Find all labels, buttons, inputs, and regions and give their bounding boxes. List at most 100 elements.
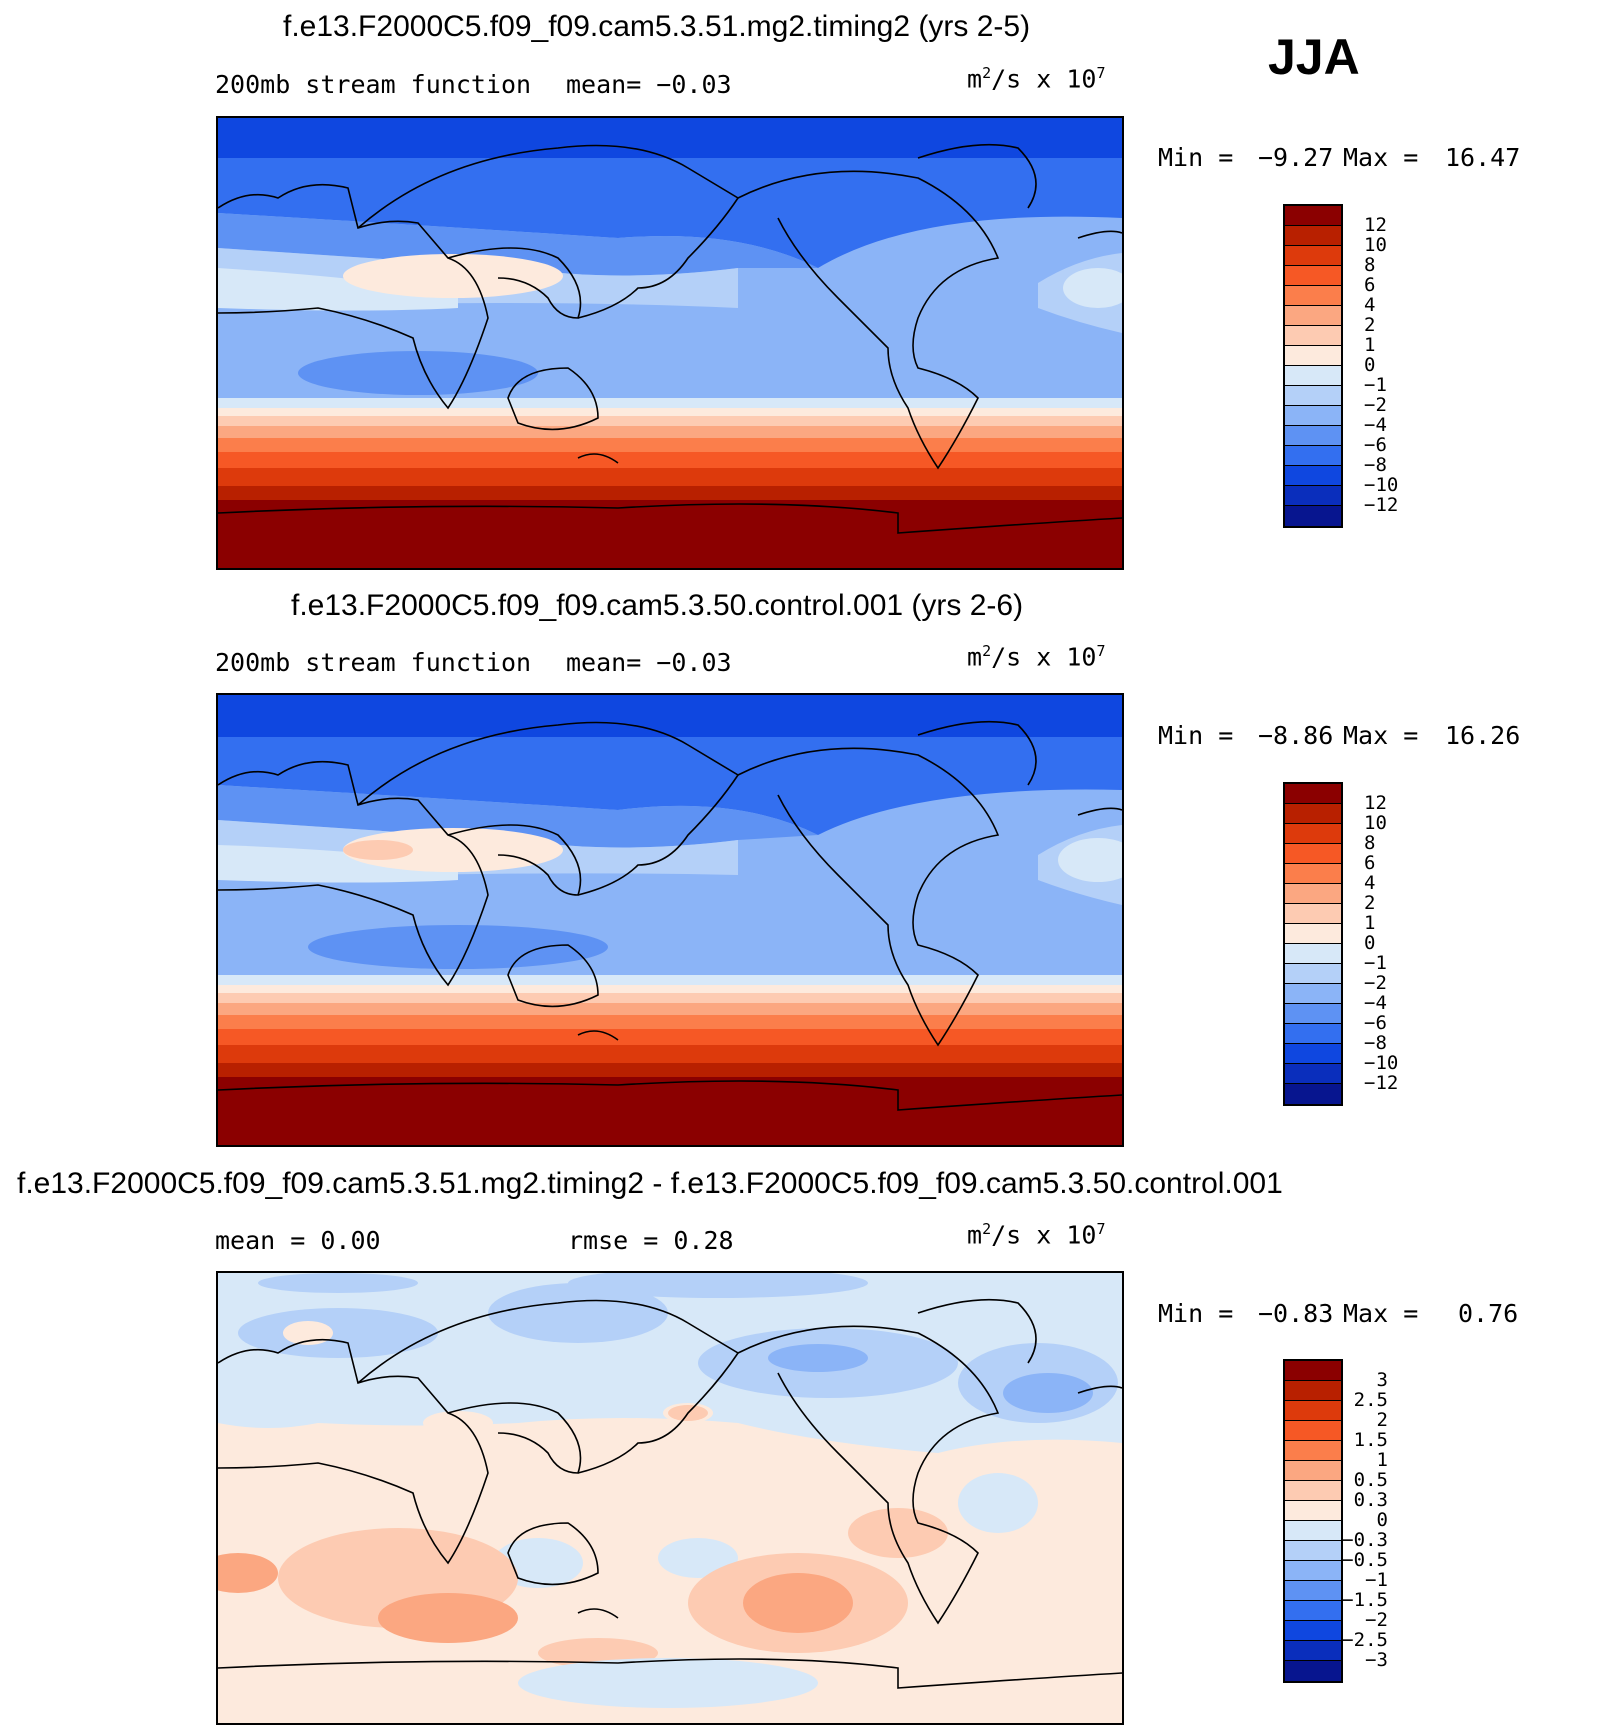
colorbar-swatch bbox=[1285, 386, 1341, 406]
colorbar-tick-label: 0 bbox=[1376, 1509, 1388, 1531]
panel1-max-label: Max = bbox=[1343, 143, 1419, 172]
colorbar-swatch bbox=[1285, 426, 1341, 446]
colorbar-tick-label: 2 bbox=[1364, 892, 1376, 914]
colorbar-swatch bbox=[1285, 446, 1341, 466]
panel3-contour-field bbox=[218, 1273, 1122, 1723]
colorbar-swatch bbox=[1285, 1361, 1341, 1381]
colorbar-swatch bbox=[1285, 466, 1341, 486]
panel3-colorbar-labels: 3 2.5 2 1.5 1 0.5 0.3 0 −0.3 −0.5 −1 −1.5 −2 −2.5 −3 bbox=[1340, 1370, 1388, 1670]
colorbar-tick-label: 1 bbox=[1364, 334, 1376, 356]
colorbar-tick-label: −2.5 bbox=[1342, 1629, 1388, 1651]
colorbar-tick-label: −2 bbox=[1365, 1609, 1388, 1631]
colorbar-tick-label: −8 bbox=[1364, 454, 1387, 476]
colorbar-tick-label: −2 bbox=[1364, 394, 1387, 416]
colorbar-swatch bbox=[1285, 824, 1341, 844]
colorbar-tick-label: −12 bbox=[1364, 1072, 1399, 1094]
colorbar-tick-label: 6 bbox=[1364, 852, 1376, 874]
colorbar-swatch bbox=[1285, 1581, 1341, 1601]
colorbar-swatch bbox=[1285, 1024, 1341, 1044]
colorbar-tick-label: 2 bbox=[1364, 314, 1376, 336]
panel1-title: f.e13.F2000C5.f09_f09.cam5.3.51.mg2.timi… bbox=[283, 10, 1031, 43]
colorbar-tick-label: 10 bbox=[1364, 812, 1387, 834]
colorbar-tick-label: 8 bbox=[1364, 832, 1376, 854]
colorbar-tick-label: 3 bbox=[1376, 1369, 1388, 1391]
panel1-coastlines bbox=[218, 143, 1122, 534]
colorbar-tick-label: 2 bbox=[1376, 1409, 1388, 1431]
season-label: JJA bbox=[1268, 29, 1360, 85]
colorbar-swatch bbox=[1285, 1541, 1341, 1561]
panel2-min-value: −8.86 bbox=[1258, 721, 1334, 750]
panel2-title: f.e13.F2000C5.f09_f09.cam5.3.50.control.… bbox=[291, 589, 1024, 622]
colorbar-swatch bbox=[1285, 884, 1341, 904]
colorbar-tick-label: 8 bbox=[1364, 254, 1376, 276]
colorbar-swatch bbox=[1285, 1641, 1341, 1661]
panel1-colorbar-labels: 12 10 8 6 4 2 1 0 −1 −2 −4 −6 −8 −10 −12 bbox=[1364, 215, 1398, 515]
colorbar-tick-label: 0.3 bbox=[1353, 1489, 1388, 1511]
colorbar-swatch bbox=[1285, 506, 1341, 526]
panel1-min-value: −9.27 bbox=[1258, 143, 1334, 172]
panel2-colorbar-labels: 12 10 8 6 4 2 1 0 −1 −2 −4 −6 −8 −10 −12 bbox=[1364, 793, 1398, 1093]
colorbar-tick-label: −1.5 bbox=[1342, 1589, 1388, 1611]
colorbar-swatch bbox=[1285, 306, 1341, 326]
colorbar-swatch bbox=[1285, 346, 1341, 366]
panel1-min-label: Min = bbox=[1158, 143, 1234, 172]
panel2-contour-field bbox=[218, 695, 1122, 1145]
colorbar-swatch bbox=[1285, 266, 1341, 286]
panel2-variable: 200mb stream function bbox=[215, 648, 532, 677]
panel2-max-label: Max = bbox=[1343, 721, 1419, 750]
colorbar-tick-label: −0.5 bbox=[1342, 1549, 1388, 1571]
panel3-min-value: −0.83 bbox=[1258, 1299, 1334, 1328]
panel3-colorbar bbox=[1283, 1359, 1343, 1683]
colorbar-swatch bbox=[1285, 1621, 1341, 1641]
panel2-mean: mean= −0.03 bbox=[566, 648, 732, 677]
colorbar-swatch bbox=[1285, 1501, 1341, 1521]
colorbar-swatch bbox=[1285, 246, 1341, 266]
colorbar-swatch bbox=[1285, 1044, 1341, 1064]
panel1-colorbar bbox=[1283, 204, 1343, 528]
colorbar-tick-label: −10 bbox=[1364, 474, 1399, 496]
panel3-coastlines bbox=[218, 1298, 1122, 1689]
colorbar-swatch bbox=[1285, 286, 1341, 306]
panel3-max-label: Max = bbox=[1343, 1299, 1419, 1328]
panel3-mean: mean = 0.00 bbox=[215, 1226, 381, 1255]
colorbar-tick-label: −0.3 bbox=[1342, 1529, 1388, 1551]
colorbar-tick-label: −8 bbox=[1364, 1032, 1387, 1054]
colorbar-tick-label: −1 bbox=[1364, 952, 1387, 974]
colorbar-swatch bbox=[1285, 326, 1341, 346]
colorbar-tick-label: −3 bbox=[1365, 1649, 1388, 1671]
panel3-rmse: rmse = 0.28 bbox=[568, 1226, 734, 1255]
panel1-map bbox=[216, 116, 1124, 570]
colorbar-tick-label: 12 bbox=[1364, 214, 1387, 236]
colorbar-swatch bbox=[1285, 406, 1341, 426]
colorbar-swatch bbox=[1285, 904, 1341, 924]
colorbar-tick-label: −4 bbox=[1364, 414, 1387, 436]
colorbar-tick-label: −10 bbox=[1364, 1052, 1399, 1074]
colorbar-tick-label: 1 bbox=[1364, 912, 1376, 934]
colorbar-swatch bbox=[1285, 206, 1341, 226]
colorbar-swatch bbox=[1285, 1401, 1341, 1421]
panel3-max-value: 0.76 bbox=[1458, 1299, 1519, 1328]
panel3-units: m2/s x 107 bbox=[967, 1220, 1106, 1250]
panel2-min-label: Min = bbox=[1158, 721, 1234, 750]
colorbar-swatch bbox=[1285, 1661, 1341, 1681]
colorbar-tick-label: 12 bbox=[1364, 792, 1387, 814]
colorbar-tick-label: −2 bbox=[1364, 972, 1387, 994]
colorbar-tick-label: 4 bbox=[1364, 294, 1376, 316]
panel1-variable: 200mb stream function bbox=[215, 70, 532, 99]
panel3-map bbox=[216, 1271, 1124, 1725]
colorbar-swatch bbox=[1285, 1421, 1341, 1441]
colorbar-tick-label: −1 bbox=[1364, 374, 1387, 396]
colorbar-tick-label: 0.5 bbox=[1353, 1469, 1388, 1491]
colorbar-swatch bbox=[1285, 1084, 1341, 1104]
colorbar-swatch bbox=[1285, 1601, 1341, 1621]
colorbar-tick-label: 1.5 bbox=[1353, 1429, 1388, 1451]
colorbar-tick-label: −4 bbox=[1364, 992, 1387, 1014]
colorbar-swatch bbox=[1285, 864, 1341, 884]
panel2-coastlines bbox=[218, 720, 1122, 1111]
colorbar-swatch bbox=[1285, 226, 1341, 246]
colorbar-swatch bbox=[1285, 804, 1341, 824]
panel3-min-label: Min = bbox=[1158, 1299, 1234, 1328]
panel2-units: m2/s x 107 bbox=[967, 642, 1106, 672]
colorbar-tick-label: 1 bbox=[1376, 1449, 1388, 1471]
colorbar-tick-label: 0 bbox=[1364, 354, 1376, 376]
